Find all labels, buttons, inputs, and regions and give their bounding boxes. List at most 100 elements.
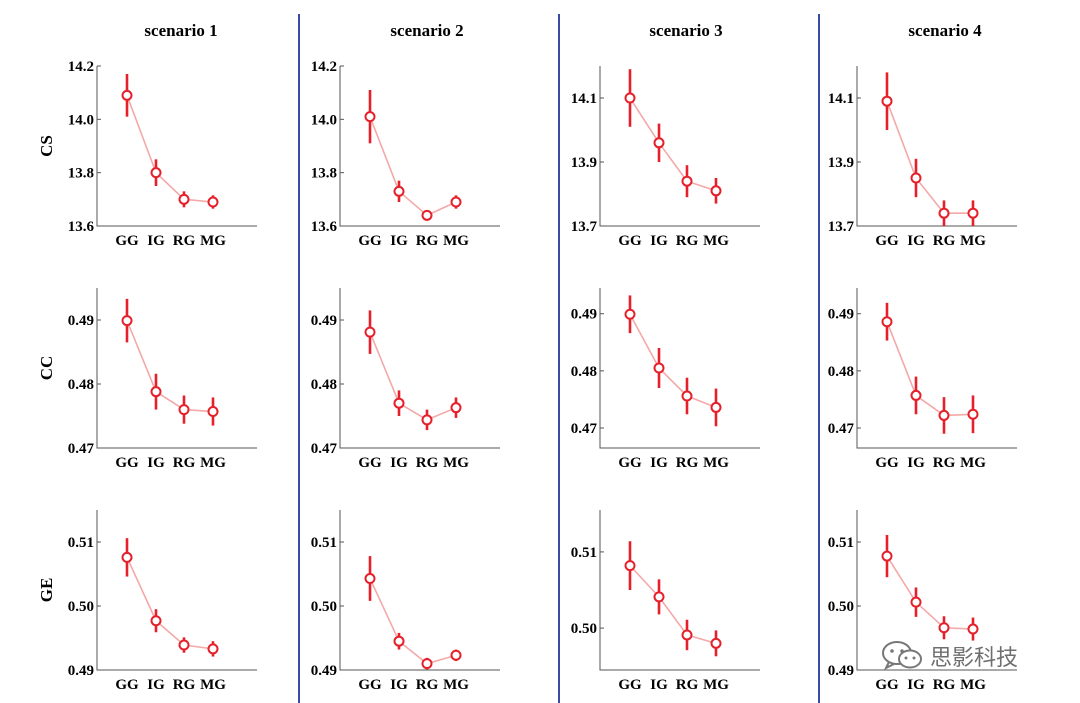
y-tick-label: 13.8 (311, 166, 337, 182)
data-point (910, 596, 922, 608)
data-point (450, 649, 462, 661)
panel-cs-scenario-4: 13.7 13.9 14.1 GG IG RG MG (828, 66, 1017, 249)
series-line (629, 565, 717, 645)
y-tick-label: 0.48 (571, 364, 597, 380)
data-point (681, 175, 693, 187)
x-tick-label: IG (907, 455, 925, 471)
x-tick-label: RG (933, 455, 956, 471)
x-tick-label: GG (115, 677, 139, 693)
data-point (121, 89, 133, 101)
data-point (624, 92, 636, 104)
x-tick-label: RG (416, 455, 439, 471)
x-tick-label: IG (390, 233, 408, 249)
x-tick-label: RG (933, 233, 956, 249)
data-point (178, 639, 190, 651)
data-point (710, 401, 722, 413)
x-tick-label: MG (960, 455, 986, 471)
y-tick-label: 0.50 (571, 621, 597, 637)
panel-cc-scenario-3: 0.47 0.48 0.49 GG IG RG MG (571, 288, 760, 471)
x-tick-label: MG (703, 455, 729, 471)
y-tick-label: 13.9 (571, 155, 597, 171)
scenario-separators (298, 14, 820, 703)
panel-ge-scenario-1: 0.49 0.50 0.51 GG IG RG MG (68, 510, 257, 693)
y-tick-label: 0.50 (828, 599, 854, 615)
y-tick-label: 14.0 (311, 112, 337, 128)
metric-label-ge: GE (37, 578, 56, 603)
data-point (178, 404, 190, 416)
data-point (364, 111, 376, 123)
axis-lines (599, 66, 760, 227)
data-point (938, 207, 950, 219)
x-tick-label: RG (416, 233, 439, 249)
y-tick-label: 0.49 (68, 313, 94, 329)
x-tick-label: RG (173, 233, 196, 249)
x-tick-label: GG (618, 233, 642, 249)
data-point (967, 207, 979, 219)
series-line (886, 100, 973, 214)
y-tick-label: 0.47 (311, 441, 338, 457)
scenario-title-1: scenario 1 (144, 21, 217, 40)
scenario-title-3: scenario 3 (649, 21, 722, 40)
y-tick-label: 0.51 (571, 545, 597, 561)
series-line (886, 321, 974, 417)
series-line (369, 116, 457, 217)
x-tick-label: MG (443, 677, 469, 693)
y-tick-label: 0.50 (311, 599, 337, 615)
axis-lines (339, 66, 500, 227)
watermark: 思影科技 (880, 639, 1018, 673)
axis-lines (339, 288, 500, 449)
axis-lines (339, 510, 500, 671)
x-tick-label: RG (173, 677, 196, 693)
x-tick-label: MG (960, 677, 986, 693)
x-tick-label: IG (907, 677, 925, 693)
y-tick-label: 0.49 (311, 313, 337, 329)
x-tick-label: RG (676, 233, 699, 249)
y-tick-label: 0.49 (828, 307, 854, 323)
axis-lines (856, 288, 1017, 449)
y-tick-label: 0.49 (828, 663, 854, 679)
data-point (681, 629, 693, 641)
data-point (938, 622, 950, 634)
y-tick-label: 0.49 (311, 663, 337, 679)
y-tick-label: 14.2 (68, 59, 94, 75)
data-point (881, 316, 893, 328)
x-tick-label: IG (390, 677, 408, 693)
x-tick-label: RG (933, 677, 956, 693)
data-point (178, 193, 190, 205)
series-line (369, 578, 457, 665)
axis-lines (96, 66, 257, 227)
series-line (886, 555, 974, 630)
series-line (629, 313, 717, 409)
y-tick-label: 0.47 (571, 421, 598, 437)
data-point (653, 591, 665, 603)
y-tick-label: 0.48 (828, 364, 854, 380)
y-tick-label: 0.51 (828, 535, 854, 551)
axis-lines (96, 288, 257, 449)
data-point (150, 167, 162, 179)
x-tick-label: GG (358, 233, 382, 249)
watermark-text: 思影科技 (930, 646, 1019, 671)
y-tick-label: 13.9 (828, 155, 854, 171)
x-tick-label: MG (703, 233, 729, 249)
x-tick-label: MG (443, 455, 469, 471)
x-tick-label: RG (416, 677, 439, 693)
data-point (393, 635, 405, 647)
x-tick-label: IG (147, 455, 165, 471)
data-point (624, 308, 636, 320)
x-tick-label: RG (173, 455, 196, 471)
x-tick-label: IG (907, 233, 925, 249)
y-tick-label: 13.8 (68, 166, 94, 182)
x-tick-label: MG (703, 677, 729, 693)
y-tick-label: 13.7 (828, 219, 855, 235)
data-point (881, 550, 893, 562)
x-tick-label: GG (618, 455, 642, 471)
series-line (126, 320, 214, 413)
panel-cs-scenario-2: 13.6 13.8 14.0 14.2 GG IG RG MG (311, 59, 500, 249)
data-point (653, 362, 665, 374)
panel-ge-scenario-3: 0.50 0.51 GG IG RG MG (571, 510, 760, 693)
data-point (393, 397, 405, 409)
x-tick-label: GG (358, 455, 382, 471)
data-point (207, 406, 219, 418)
x-tick-label: GG (618, 677, 642, 693)
data-point (710, 637, 722, 649)
